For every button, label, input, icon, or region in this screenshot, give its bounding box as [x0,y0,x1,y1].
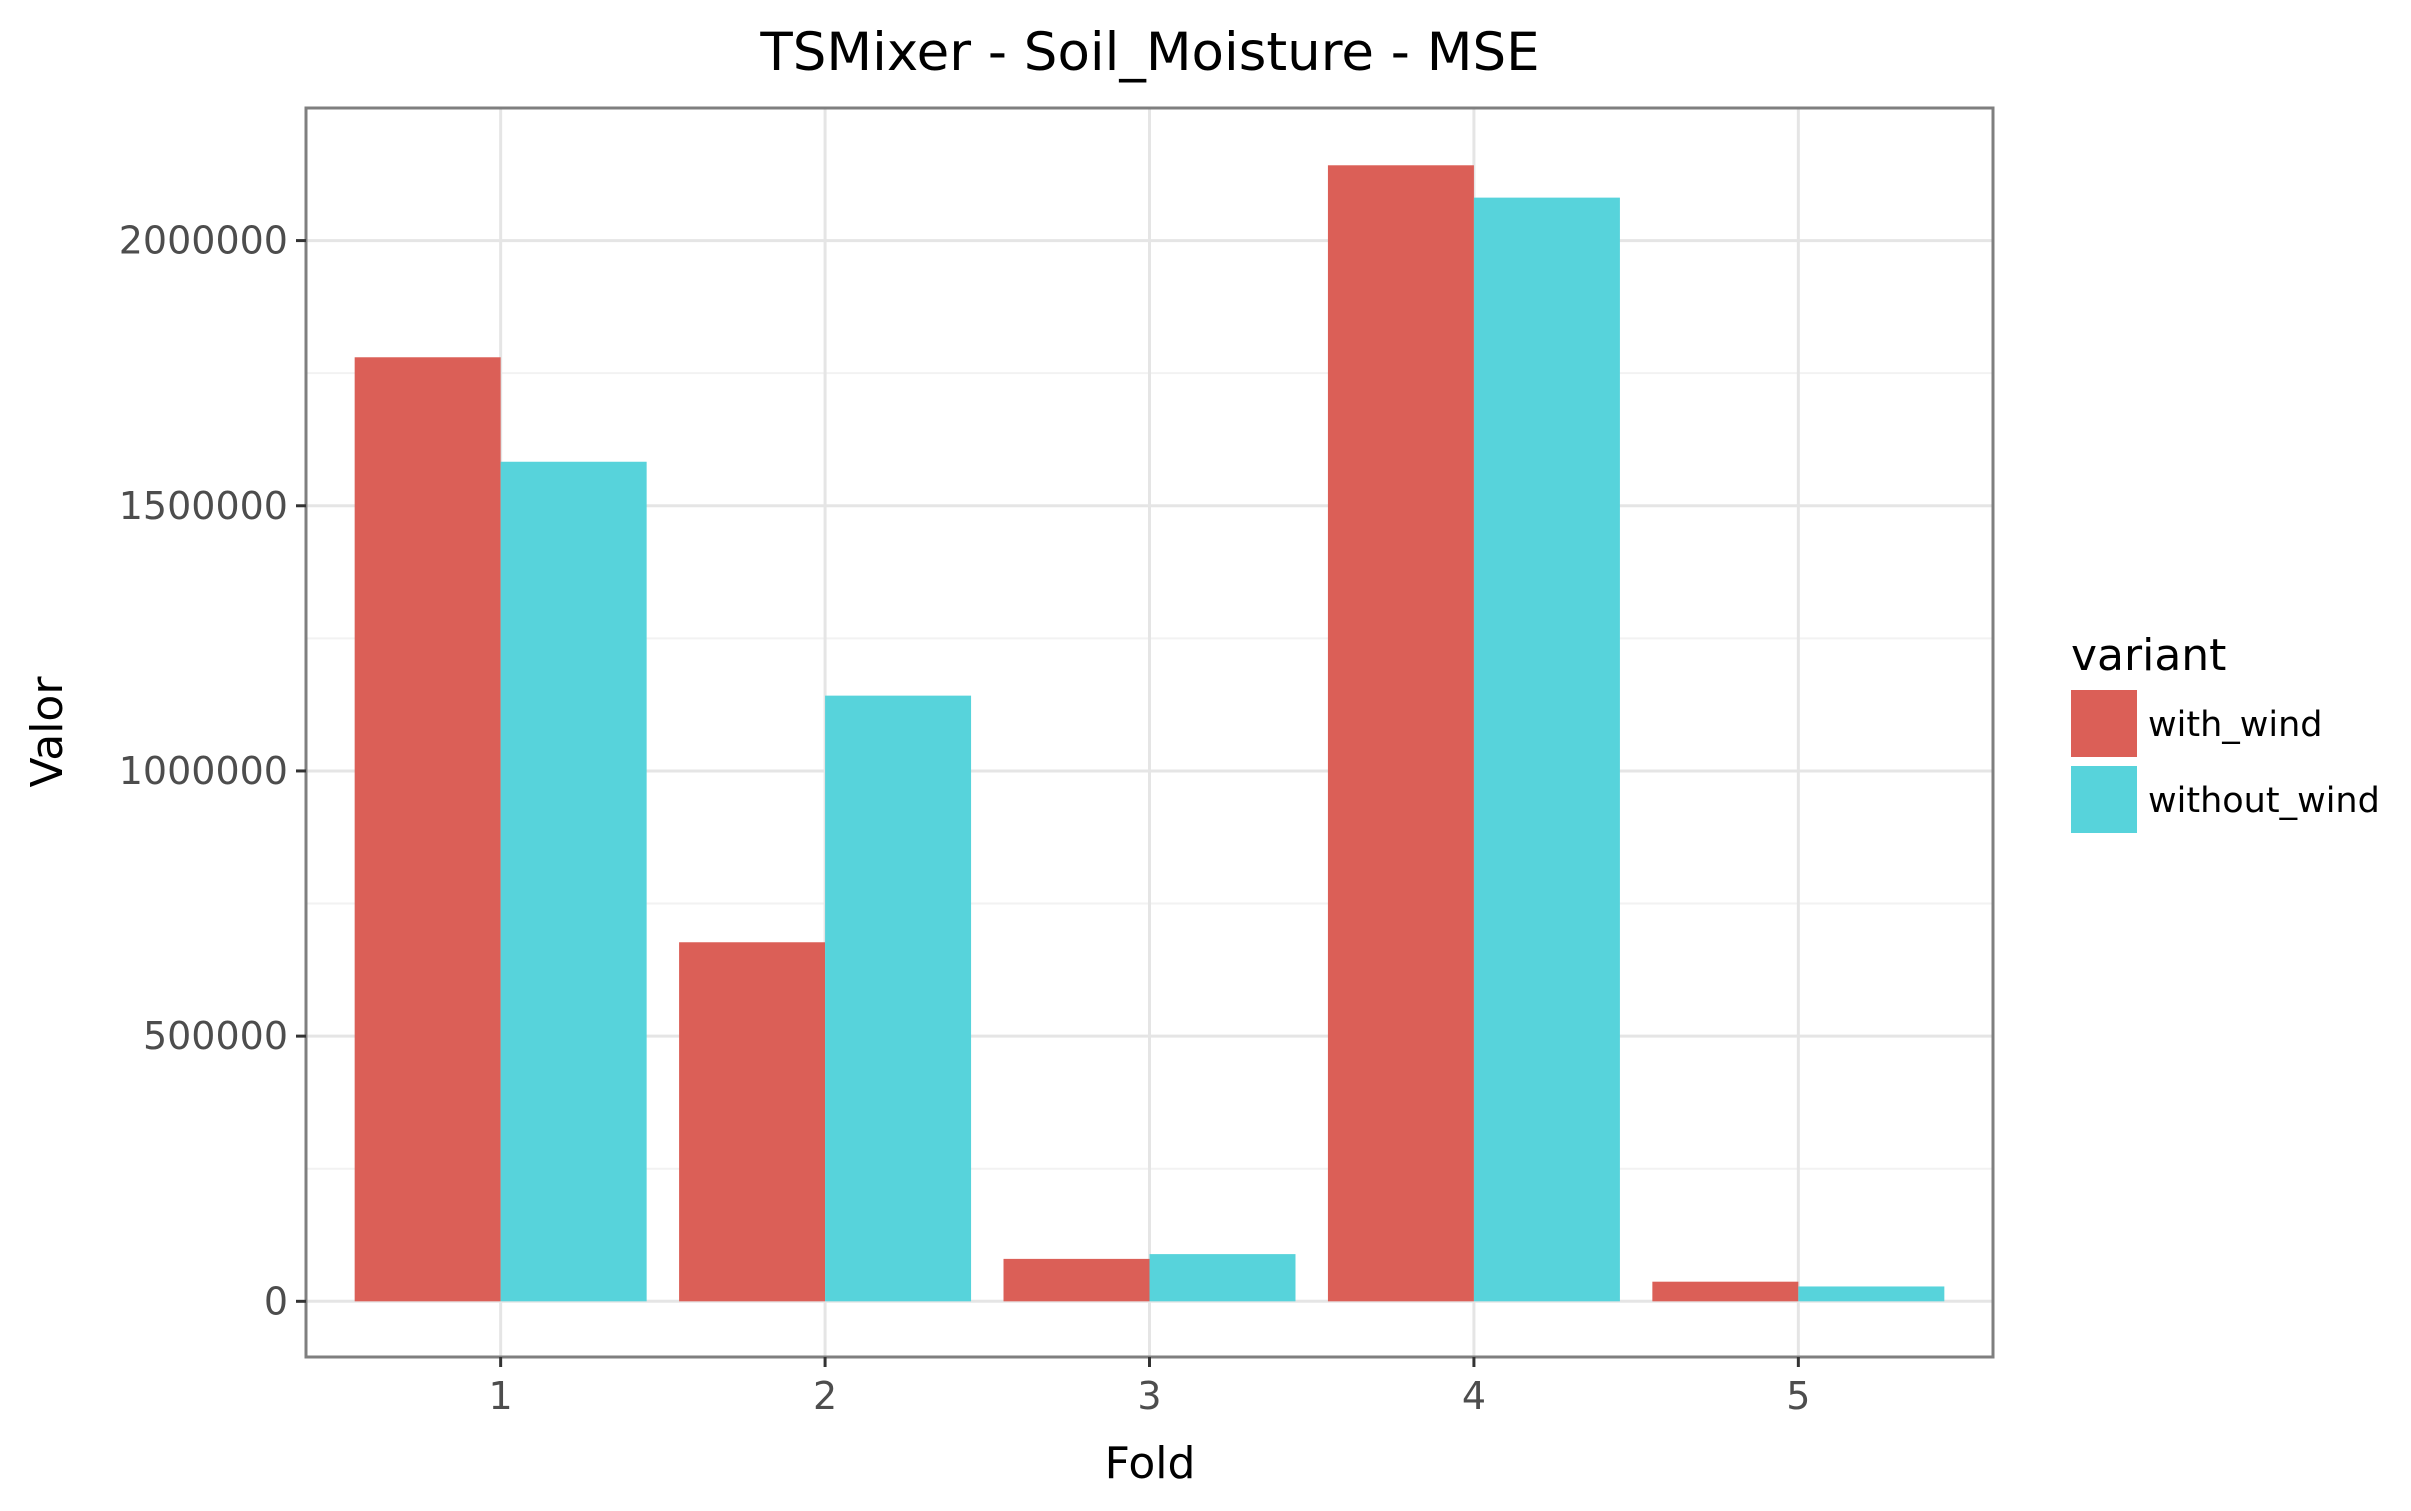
y-tick-label: 1500000 [119,484,288,528]
bar-without-wind-fold-5 [1798,1286,1945,1302]
legend-key-without-wind [2071,766,2137,833]
y-axis: 0 500000 1000000 1500000 2000000 [119,219,306,1323]
y-tick-label: 1000000 [119,749,288,793]
legend-label-with-wind: with_wind [2148,705,2323,745]
x-tick-label: 2 [813,1374,837,1418]
legend-title: variant [2071,630,2226,681]
x-tick-label: 3 [1137,1374,1161,1418]
x-axis: 1 2 3 4 5 [489,1357,1810,1418]
y-tick-label: 2000000 [119,219,288,263]
bar-without-wind-fold-3 [1149,1254,1296,1302]
bar-with-wind-fold-4 [1327,165,1474,1302]
x-axis-title: Fold [1105,1438,1196,1489]
bar-with-wind-fold-1 [354,357,501,1302]
x-tick-label: 5 [1786,1374,1810,1418]
bars [354,165,1945,1302]
x-tick-label: 4 [1462,1374,1486,1418]
bar-without-wind-fold-1 [500,461,647,1302]
bar-with-wind-fold-5 [1652,1281,1799,1302]
y-tick-label: 500000 [143,1014,288,1058]
legend: variant with_wind without_wind [2071,630,2380,833]
y-tick-label: 0 [264,1279,288,1323]
y-axis-title: Valor [22,676,73,788]
x-tick-label: 1 [489,1374,513,1418]
legend-key-with-wind [2071,690,2137,757]
bar-without-wind-fold-2 [825,695,972,1302]
legend-label-without-wind: without_wind [2148,781,2380,821]
chart-title: TSMixer - Soil_Moisture - MSE [759,22,1539,83]
bar-with-wind-fold-2 [679,942,826,1302]
bar-without-wind-fold-4 [1473,197,1620,1302]
bar-with-wind-fold-3 [1003,1258,1150,1302]
